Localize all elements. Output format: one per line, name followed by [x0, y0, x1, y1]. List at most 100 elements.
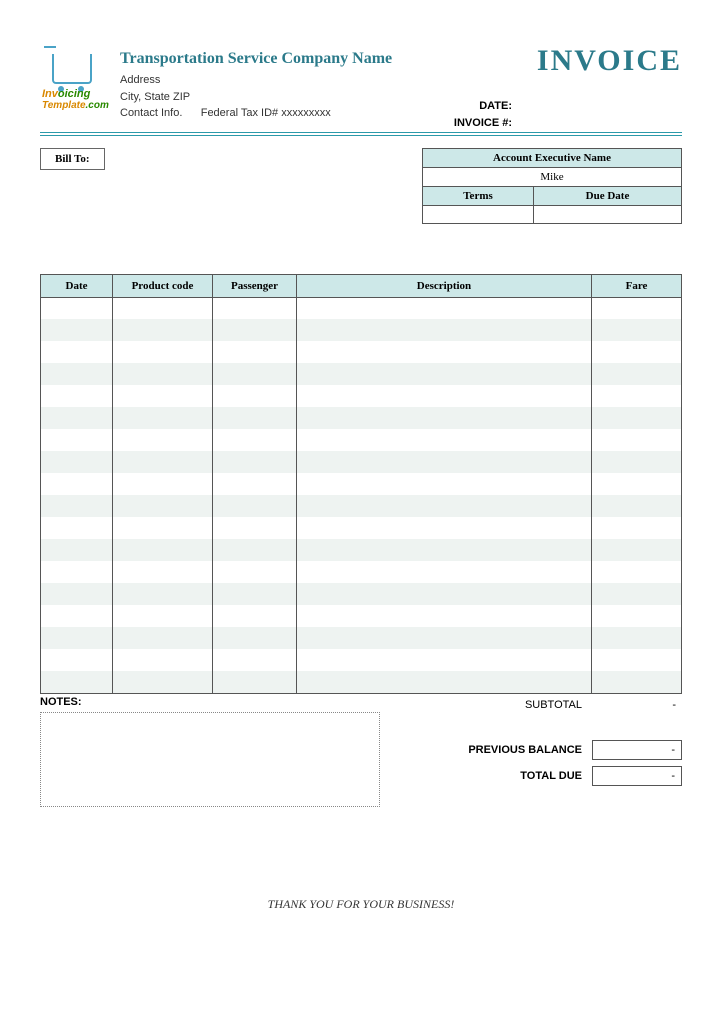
logo-text-part: ing	[74, 88, 91, 100]
table-cell	[592, 539, 682, 561]
col-passenger-header: Passenger	[213, 274, 297, 297]
table-cell	[297, 473, 592, 495]
subtotal-value: -	[592, 696, 682, 714]
bill-to-label: Bill To:	[40, 148, 105, 170]
table-cell	[592, 561, 682, 583]
table-cell	[41, 517, 113, 539]
table-cell	[41, 407, 113, 429]
table-cell	[41, 605, 113, 627]
table-cell	[592, 407, 682, 429]
company-contact-line: Contact Info. Federal Tax ID# xxxxxxxxx	[120, 105, 682, 122]
due-date-value	[534, 205, 682, 223]
table-cell	[213, 539, 297, 561]
table-cell	[297, 495, 592, 517]
table-row	[41, 407, 682, 429]
table-cell	[297, 385, 592, 407]
account-exec-header: Account Executive Name	[423, 148, 682, 167]
subtotal-label: SUBTOTAL	[402, 699, 592, 711]
table-row	[41, 561, 682, 583]
table-cell	[592, 429, 682, 451]
logo-text-line2: Template.com	[42, 100, 109, 111]
table-cell	[297, 583, 592, 605]
items-table: Date Product code Passenger Description …	[40, 274, 682, 694]
table-cell	[297, 561, 592, 583]
notes-column: NOTES:	[40, 696, 402, 807]
table-cell	[592, 495, 682, 517]
table-cell	[592, 517, 682, 539]
table-cell	[297, 627, 592, 649]
logo: Invoicing Template.com	[40, 50, 110, 110]
table-cell	[592, 671, 682, 693]
table-cell	[297, 319, 592, 341]
contact-info: Contact Info.	[120, 107, 182, 119]
notes-box	[40, 712, 380, 807]
table-row	[41, 495, 682, 517]
table-cell	[297, 297, 592, 319]
tax-id: Federal Tax ID# xxxxxxxxx	[201, 107, 331, 119]
prev-balance-value: -	[592, 740, 682, 760]
table-cell	[213, 451, 297, 473]
items-body	[41, 297, 682, 693]
col-fare-header: Fare	[592, 274, 682, 297]
table-cell	[213, 649, 297, 671]
table-cell	[592, 319, 682, 341]
table-row	[41, 583, 682, 605]
table-cell	[113, 671, 213, 693]
table-row	[41, 649, 682, 671]
table-cell	[113, 495, 213, 517]
header: Invoicing Template.com Transportation Se…	[40, 50, 682, 122]
table-row	[41, 605, 682, 627]
table-cell	[113, 605, 213, 627]
account-table: Account Executive Name Mike Terms Due Da…	[422, 148, 682, 224]
col-code-header: Product code	[113, 274, 213, 297]
table-cell	[113, 649, 213, 671]
logo-text-part: Template	[42, 100, 86, 111]
logo-text-part: Inv	[42, 88, 58, 100]
table-row	[41, 341, 682, 363]
total-due-row: TOTAL DUE -	[402, 766, 682, 786]
invoice-number-label: INVOICE #:	[454, 115, 512, 132]
upper-section: Bill To: Account Executive Name Mike Ter…	[40, 148, 682, 224]
table-row	[41, 451, 682, 473]
table-cell	[113, 297, 213, 319]
table-cell	[41, 627, 113, 649]
logo-text-line1: Invoicing	[42, 88, 90, 100]
table-cell	[113, 319, 213, 341]
date-block: DATE: INVOICE #:	[454, 98, 512, 131]
table-cell	[41, 649, 113, 671]
table-cell	[213, 495, 297, 517]
table-cell	[113, 385, 213, 407]
table-cell	[213, 627, 297, 649]
table-cell	[592, 297, 682, 319]
due-date-header: Due Date	[534, 186, 682, 205]
table-cell	[113, 363, 213, 385]
table-cell	[113, 341, 213, 363]
table-cell	[213, 605, 297, 627]
table-cell	[113, 539, 213, 561]
table-cell	[592, 605, 682, 627]
table-cell	[113, 407, 213, 429]
table-cell	[41, 561, 113, 583]
table-row	[41, 517, 682, 539]
table-cell	[213, 297, 297, 319]
table-cell	[113, 473, 213, 495]
table-row	[41, 297, 682, 319]
company-city-state-zip: City, State ZIP	[120, 89, 682, 106]
table-cell	[297, 539, 592, 561]
totals-section: NOTES: SUBTOTAL - PREVIOUS BALANCE - TOT…	[40, 696, 682, 807]
table-cell	[113, 627, 213, 649]
table-cell	[297, 671, 592, 693]
table-cell	[41, 385, 113, 407]
table-cell	[592, 583, 682, 605]
table-row	[41, 319, 682, 341]
subtotal-row: SUBTOTAL -	[402, 696, 682, 714]
table-cell	[213, 385, 297, 407]
table-cell	[297, 649, 592, 671]
table-cell	[213, 473, 297, 495]
table-row	[41, 385, 682, 407]
prev-balance-label: PREVIOUS BALANCE	[402, 744, 592, 756]
divider-rule	[40, 132, 682, 136]
col-description-header: Description	[297, 274, 592, 297]
table-cell	[213, 341, 297, 363]
prev-balance-row: PREVIOUS BALANCE -	[402, 740, 682, 760]
